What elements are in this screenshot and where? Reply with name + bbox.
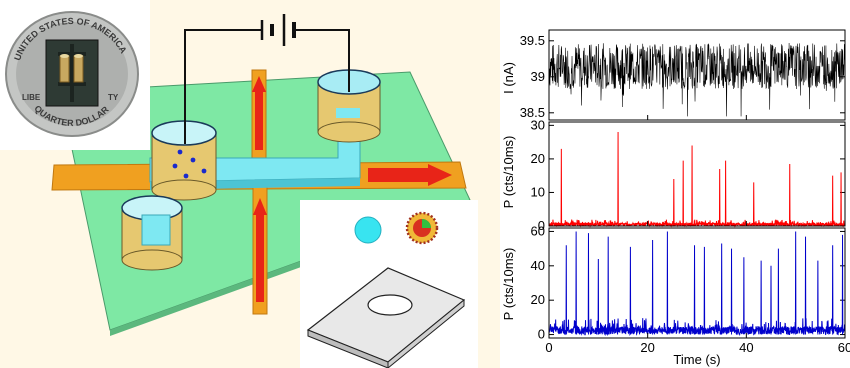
blue-ylabel: P (cts/10ms) — [501, 248, 516, 321]
xtick-label: 40 — [739, 340, 753, 355]
ytick-label: 39 — [531, 69, 545, 84]
xtick-label: 20 — [640, 340, 654, 355]
blue-counts-panel: P (cts/10ms) 60 40 20 0 0 20 40 60 Time (s) — [501, 115, 850, 367]
current-trace-panel: I (nA) 39.5 39 38.5 — [501, 29, 846, 121]
red-ylabel: P (cts/10ms) — [501, 136, 516, 209]
arrow-up-marker-top — [252, 76, 266, 150]
red-counts-panel: P (cts/10ms) 30 20 10 0 — [501, 117, 846, 233]
xtick-label: 60 — [838, 340, 850, 355]
ytick-label: 40 — [531, 258, 545, 273]
arrow-up-marker-bottom — [253, 198, 267, 302]
traces-chart: I (nA) 39.5 39 38.5 P (cts/10ms) 30 20 10 0 P… — [500, 0, 850, 368]
coin-text-right: TY — [108, 93, 119, 102]
red-counts-trace — [548, 132, 846, 228]
battery-icon — [260, 14, 296, 46]
inset-panel — [300, 200, 478, 368]
current-trace — [548, 43, 846, 117]
ytick-label: 30 — [531, 117, 545, 132]
ytick-label: 0 — [538, 218, 545, 233]
electrode-wire-left — [184, 29, 262, 144]
current-ylabel: I (nA) — [501, 62, 516, 94]
xtick-label: 0 — [545, 340, 552, 355]
membrane-pore-icon — [306, 267, 466, 368]
blue-plot-frame — [548, 227, 846, 339]
electrode-wire-right — [296, 29, 350, 92]
ytick-label: 0 — [538, 327, 545, 342]
ytick-label: 60 — [531, 223, 545, 238]
microfluidic-chip-diagram — [51, 14, 471, 336]
coin-text-left: LIBE — [22, 93, 41, 102]
ytick-label: 38.5 — [520, 105, 545, 120]
red-plot-frame — [548, 121, 846, 227]
virus-icon — [405, 211, 439, 245]
ytick-label: 39.5 — [520, 33, 545, 48]
current-plot-frame — [548, 29, 846, 121]
time-xlabel: Time (s) — [673, 352, 720, 367]
nanoparticle-icon — [354, 216, 382, 244]
well-bottom-reservoir — [121, 195, 183, 271]
ytick-label: 20 — [531, 151, 545, 166]
blue-counts-trace — [548, 231, 846, 337]
coin-photo: UNITED STATES OF AMERICA QUARTER DOLLAR … — [0, 0, 150, 150]
arrow-right-marker — [368, 164, 452, 186]
ytick-label: 20 — [531, 292, 545, 307]
ytick-label: 10 — [531, 184, 545, 199]
